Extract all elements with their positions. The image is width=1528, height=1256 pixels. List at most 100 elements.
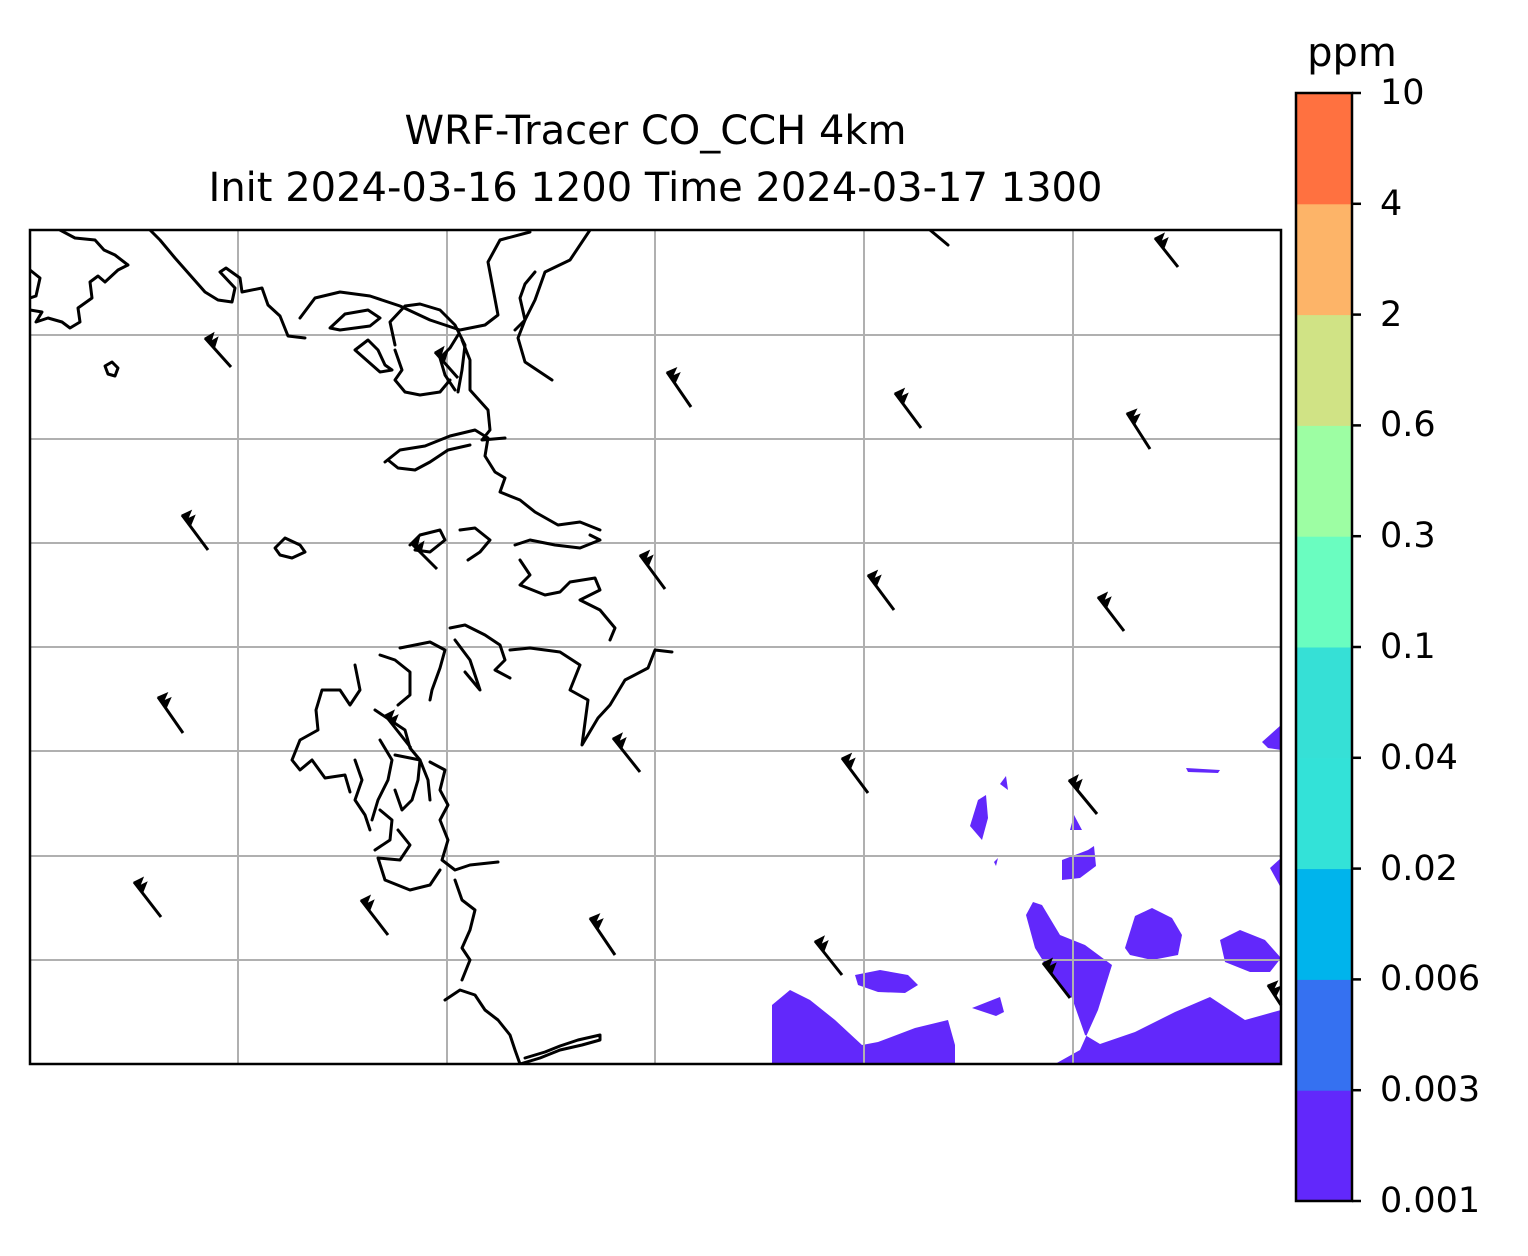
tracer-fill-region	[772, 990, 955, 1064]
coastline	[453, 878, 477, 982]
coastline	[408, 528, 447, 554]
coastline	[328, 308, 382, 332]
wind-barb	[588, 913, 617, 956]
coastline	[370, 738, 394, 822]
wind-barb	[433, 345, 460, 379]
coastline	[373, 808, 394, 852]
coastline	[398, 640, 447, 702]
tracer-fill-region	[994, 858, 998, 866]
coastline	[443, 988, 522, 1064]
coastline	[518, 558, 617, 642]
coastline	[298, 230, 532, 332]
tracer-fill-region	[1000, 776, 1008, 790]
coastline	[290, 663, 362, 794]
colorbar-band	[1296, 647, 1352, 759]
wind-barb	[1096, 591, 1126, 632]
map-title-line-2: Init 2024-03-16 1200 Time 2024-03-17 130…	[208, 165, 1103, 211]
wind-barb	[180, 509, 210, 551]
coastline	[376, 828, 442, 892]
coastline	[448, 623, 512, 680]
wind-barb	[409, 536, 439, 571]
colorbar-tick-label: 10	[1380, 73, 1425, 113]
colorbar-band	[1296, 536, 1352, 648]
wind-barb	[203, 331, 233, 369]
wind-barb	[132, 876, 163, 918]
colorbar	[1294, 91, 1361, 1203]
colorbar-band	[1296, 868, 1352, 980]
wind-barb	[1125, 408, 1152, 450]
coastline	[513, 533, 602, 550]
coastline	[513, 270, 537, 332]
coastline	[273, 536, 307, 560]
colorbar-band	[1296, 757, 1352, 870]
coastline	[388, 302, 467, 394]
colorbar-band	[1296, 979, 1352, 1091]
tracer-fill-region	[1125, 908, 1182, 960]
wind-barb	[383, 709, 413, 749]
wind-barb	[1266, 980, 1283, 1006]
coastline	[460, 338, 507, 442]
tracer-fill-layer	[772, 725, 1281, 1064]
coastline	[30, 230, 130, 330]
coastline	[353, 758, 372, 832]
colorbar-tick-label: 2	[1380, 294, 1403, 335]
wind-barb-layer	[132, 232, 1283, 1006]
colorbar-band	[1296, 203, 1352, 316]
coastline	[393, 753, 422, 812]
colorbar-tick-label: 0.04	[1380, 737, 1458, 778]
wind-barb	[840, 752, 870, 794]
colorbar-band	[1296, 314, 1352, 426]
coastline	[148, 230, 307, 340]
wind-barb	[866, 569, 896, 611]
coastline	[458, 526, 492, 562]
wind-barb	[1067, 774, 1099, 815]
coastline	[30, 268, 42, 300]
map-title-line-1: WRF-Tracer CO_CCH 4km	[404, 108, 907, 154]
map-gridlines	[30, 230, 1281, 1064]
colorbar-tick-label: 0.3	[1380, 516, 1436, 557]
coastline-layer	[30, 230, 950, 1064]
tracer-fill-region	[970, 795, 988, 840]
tracer-fill-region	[1262, 725, 1281, 750]
wind-barb	[1153, 232, 1180, 268]
coastline	[378, 653, 412, 707]
coastline	[428, 760, 500, 872]
wind-barb	[893, 387, 923, 429]
tracer-fill-region	[1220, 930, 1281, 972]
tracer-fill-region	[855, 970, 918, 993]
colorbar-tick-label: 0.6	[1380, 405, 1436, 446]
tracer-fill-region	[1186, 768, 1220, 773]
wind-barb	[665, 367, 693, 408]
tracer-fill-region	[1270, 858, 1281, 888]
colorbar-tick-label: 0.001	[1380, 1181, 1481, 1221]
coastline	[386, 443, 472, 472]
wind-barb	[611, 732, 642, 773]
colorbar-tick-label: 4	[1380, 183, 1403, 224]
wind-barb	[156, 691, 185, 734]
colorbar-band	[1296, 1090, 1352, 1202]
tracer-fill-region	[1026, 902, 1281, 1064]
wind-barb	[359, 894, 390, 936]
colorbar-tick-label: 0.1	[1380, 627, 1436, 667]
coastline	[928, 230, 950, 247]
colorbar-band	[1296, 93, 1352, 205]
tracer-fill-region	[972, 997, 1004, 1016]
colorbar-unit-label: ppm	[1307, 30, 1397, 76]
colorbar-tick-label: 0.003	[1380, 1070, 1481, 1111]
coastline	[453, 638, 482, 692]
coastline	[383, 428, 602, 532]
colorbar-band	[1296, 425, 1352, 537]
coastline	[393, 348, 452, 397]
coastline	[518, 1033, 602, 1064]
colorbar-tick-label: 0.006	[1380, 959, 1481, 1000]
tracer-fill-region	[1062, 846, 1096, 880]
wind-barb	[638, 549, 667, 590]
map-frame	[28, 228, 1283, 1066]
wind-barb	[813, 935, 844, 976]
colorbar-tick-label: 0.02	[1380, 848, 1458, 889]
coastline	[508, 646, 674, 747]
coastline	[103, 360, 120, 378]
coastline	[353, 338, 394, 374]
